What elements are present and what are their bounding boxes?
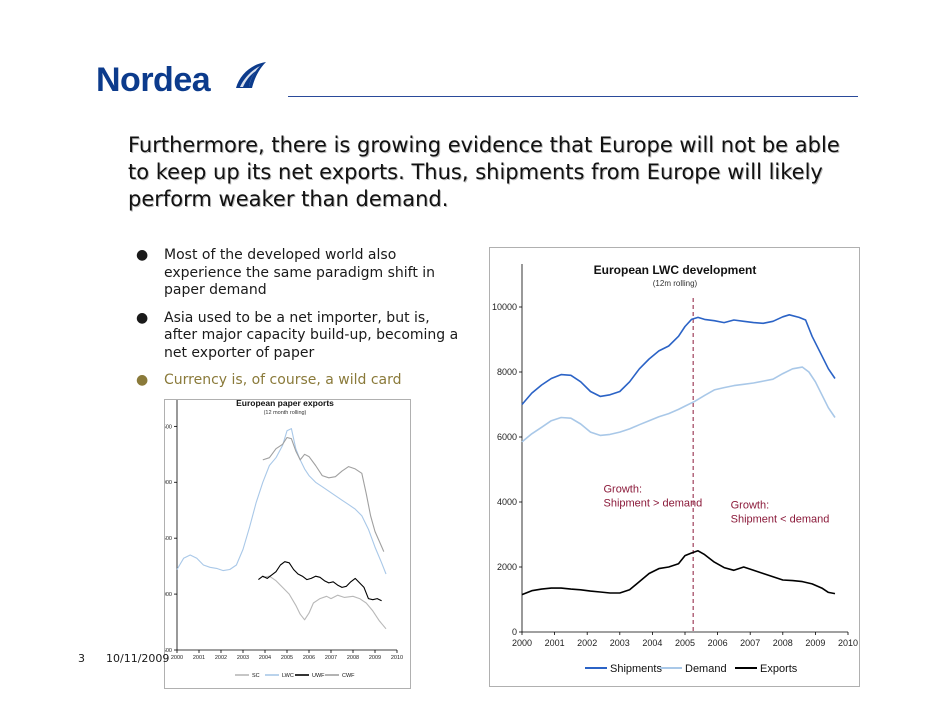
bullet-item: ● Asia used to be a net importer, but is,… xyxy=(130,310,460,363)
bullet-dot-icon: ● xyxy=(136,247,149,263)
x-tick-label: 2010 xyxy=(838,638,858,648)
chart-title: European paper exports xyxy=(236,400,334,408)
legend-label: SC xyxy=(252,673,260,679)
legend-label: UWF xyxy=(312,673,325,679)
slide-number: 3 xyxy=(78,652,85,665)
bullet-dot-icon: ● xyxy=(136,372,149,388)
x-tick-label: 2001 xyxy=(545,638,565,648)
legend-label: Exports xyxy=(760,663,798,675)
slide-date: 10/11/2009 xyxy=(106,652,170,665)
series-line-shipments xyxy=(521,314,836,406)
chart-subtitle: (12 month rolling) xyxy=(264,410,307,416)
series-line-sc xyxy=(262,575,387,630)
y-tick-label: 2500 xyxy=(165,424,172,430)
paper-exports-chart: European paper exports (12 month rolling)… xyxy=(160,398,411,689)
annotation-text: Growth: xyxy=(604,483,643,495)
x-tick-label: 2005 xyxy=(675,638,695,648)
series-line-demand xyxy=(521,366,836,443)
x-tick-label: 2009 xyxy=(805,638,825,648)
brand-wordmark: Nordea xyxy=(96,61,211,99)
bullet-text: Asia used to be a net importer, but is, … xyxy=(164,309,459,361)
x-tick-label: 2004 xyxy=(642,638,662,648)
y-tick-label: 10000 xyxy=(492,302,517,312)
x-tick-label: 2001 xyxy=(193,655,205,661)
y-tick-label: 1500 xyxy=(165,536,172,542)
legend-label: LWC xyxy=(282,673,294,679)
legend-label: CWF xyxy=(342,673,355,679)
slide-title: Furthermore, there is growing evidence t… xyxy=(128,133,840,211)
bullet-item: ● Currency is, of course, a wild card xyxy=(130,372,460,390)
y-tick-label: 1000 xyxy=(165,592,172,598)
x-tick-label: 2006 xyxy=(708,638,728,648)
series-line-lwc xyxy=(176,428,387,575)
header-rule xyxy=(288,96,858,97)
annotation-text: Shipment < demand xyxy=(731,514,830,526)
x-tick-label: 2010 xyxy=(391,655,403,661)
lwc-development-chart: European LWC development (12m rolling) 0 20… xyxy=(489,247,860,687)
x-tick-label: 2008 xyxy=(347,655,359,661)
bullet-text: Most of the developed world also experie… xyxy=(164,247,436,298)
series-line-cwf xyxy=(262,436,385,552)
x-tick-label: 2002 xyxy=(577,638,597,648)
x-tick-label: 2000 xyxy=(171,655,183,661)
y-tick-label: 8000 xyxy=(497,367,517,377)
y-tick-label: 6000 xyxy=(497,432,517,442)
x-tick-label: 2007 xyxy=(325,655,337,661)
series-line-exports xyxy=(521,550,836,596)
y-tick-label: 2000 xyxy=(165,480,172,486)
x-tick-label: 2002 xyxy=(215,655,227,661)
bullet-dot-icon: ● xyxy=(136,309,149,326)
x-tick-label: 2008 xyxy=(773,638,793,648)
paper-exports-svg: European paper exports (12 month rolling)… xyxy=(160,398,403,679)
chart-title: European LWC development xyxy=(594,263,757,277)
legend-label: Demand xyxy=(685,663,727,675)
x-tick-label: 2004 xyxy=(259,655,271,661)
legend-label: Shipments xyxy=(610,663,662,675)
y-tick-label: 500 xyxy=(165,648,172,654)
annotation-text: Growth: xyxy=(731,500,770,512)
x-tick-label: 2009 xyxy=(369,655,381,661)
bullet-text: Currency is, of course, a wild card xyxy=(164,372,402,388)
x-tick-label: 2007 xyxy=(740,638,760,648)
x-tick-label: 2003 xyxy=(610,638,630,648)
x-tick-label: 2006 xyxy=(303,655,315,661)
x-tick-label: 2005 xyxy=(281,655,293,661)
annotation-text: Shipment > demand xyxy=(604,497,703,509)
series-line-uwf xyxy=(258,561,382,602)
lwc-development-svg: European LWC development(12m rolling)020… xyxy=(492,263,858,675)
y-tick-label: 0 xyxy=(512,627,517,637)
bullet-list: ● Most of the developed world also experi… xyxy=(130,247,460,400)
y-tick-label: 4000 xyxy=(497,497,517,507)
chart-subtitle: (12m rolling) xyxy=(653,279,698,288)
bullet-item: ● Most of the developed world also experi… xyxy=(130,247,460,300)
x-tick-label: 2000 xyxy=(512,638,532,648)
y-tick-label: 2000 xyxy=(497,562,517,572)
sail-icon xyxy=(236,62,266,88)
x-tick-label: 2003 xyxy=(237,655,249,661)
